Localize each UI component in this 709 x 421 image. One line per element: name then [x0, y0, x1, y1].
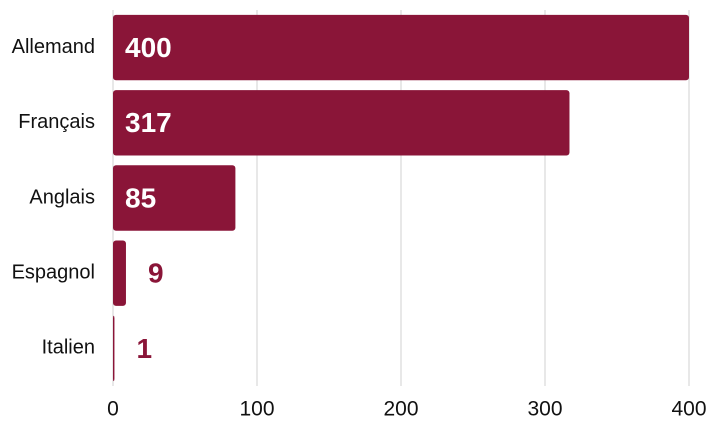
x-tick-label: 300 [527, 398, 562, 421]
value-label: 400 [125, 32, 172, 63]
y-tick-label: Français [18, 111, 95, 133]
x-tick-label: 200 [383, 398, 418, 421]
y-tick-label: Italien [42, 337, 95, 359]
value-label: 9 [148, 258, 164, 289]
bar [113, 14, 689, 81]
value-label: 317 [125, 107, 172, 138]
x-tick-label: 100 [239, 398, 274, 421]
y-tick-label: Allemand [12, 36, 95, 58]
value-label: 85 [125, 182, 156, 213]
bar [113, 165, 236, 231]
value-label: 1 [136, 333, 152, 364]
bar [113, 240, 126, 306]
bar [113, 315, 115, 382]
x-tick-label: 400 [671, 398, 706, 421]
bar [113, 90, 570, 156]
y-tick-label: Anglais [29, 186, 95, 208]
x-tick-label: 0 [107, 398, 119, 421]
y-tick-label: Espagnol [12, 261, 95, 283]
